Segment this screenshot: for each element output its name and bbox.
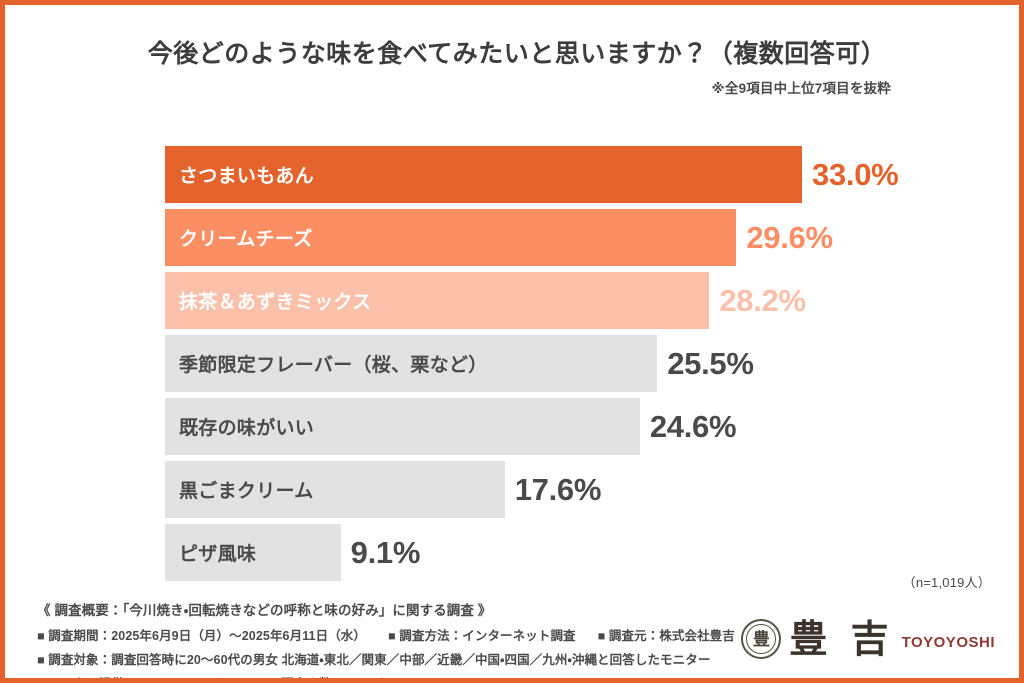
bar-row: クリームチーズ 29.6% bbox=[165, 209, 965, 266]
footer: 《 調査概要：「今川焼き・回転焼きなどの呼称と味の好み」に関する調査 》 ■ 調… bbox=[37, 599, 837, 678]
bar-row: 季節限定フレーバー（桜、栗など） 25.5% bbox=[165, 335, 965, 392]
bar-row: 抹茶＆あずきミックス 28.2% bbox=[165, 272, 965, 329]
bar-chart: さつまいもあん 33.0% クリームチーズ 29.6% 抹茶＆あずきミックス 28.2% 季… bbox=[165, 146, 965, 587]
bar-segment: クリームチーズ bbox=[165, 209, 737, 266]
bar-row: 既存の味がいい 24.6% bbox=[165, 398, 965, 455]
bar-category-label: 抹茶＆あずきミックス bbox=[179, 292, 372, 313]
bar-value-label: 24.6% bbox=[649, 408, 737, 444]
bar-segment: 抹茶＆あずきミックス bbox=[165, 272, 710, 329]
footer-monitor-provider: ■ モニター提供元：PRIZMAリサーチ bbox=[37, 677, 248, 678]
footer-method: ■ 調査方法：インターネット調査 bbox=[388, 629, 576, 643]
page-title: 今後どのような味を食べてみたいと思いますか？（複数回答可） bbox=[147, 40, 887, 68]
logo-kanji: 豊 吉 bbox=[789, 617, 894, 661]
bar-segment: 既存の味がいい bbox=[165, 398, 640, 455]
bar-category-label: 黒ごまクリーム bbox=[179, 481, 314, 502]
bar-segment: さつまいもあん bbox=[165, 146, 802, 203]
title-block: 今後どのような味を食べてみたいと思いますか？（複数回答可） bbox=[5, 39, 1019, 69]
company-logo: 豊 豊 吉 TOYOYOSHI bbox=[741, 619, 995, 659]
bar-row: 黒ごまクリーム 17.6% bbox=[165, 461, 965, 518]
bar-segment: ピザ風味 bbox=[165, 524, 341, 581]
footer-line-period: ■ 調査期間：2025年6月9日（月）〜2025年6月11日（水） ■ 調査方法：… bbox=[37, 625, 837, 644]
footer-source: ■ 調査元：株式会社豊吉 bbox=[597, 629, 735, 643]
bar-value-label: 25.5% bbox=[667, 345, 754, 381]
footer-line-provider: ■ モニター提供元：PRIZMAリサーチ ■ 調査人数：1,019人 bbox=[37, 673, 837, 678]
bar-category-label: ピザ風味 bbox=[179, 544, 257, 565]
bar-value-label: 28.2% bbox=[719, 282, 806, 318]
footer-survey-summary: 《 調査概要：「今川焼き・回転焼きなどの呼称と味の好み」に関する調査 》 bbox=[37, 603, 492, 618]
footer-line-target: ■ 調査対象：調査回答時に20〜60代の男女 北海道・東北／関東／中部／近畿／中… bbox=[37, 649, 837, 668]
seal-mark-label: 豊 bbox=[752, 629, 770, 649]
chart-subtitle: ※全9項目中上位7項目を抜粋 bbox=[711, 81, 891, 96]
footer-target: ■ 調査対象：調査回答時に20〜60代の男女 北海道・東北／関東／中部／近畿／中… bbox=[37, 653, 711, 667]
sample-size-note: （n=1,019人） bbox=[902, 575, 991, 590]
bar-value-label: 9.1% bbox=[350, 534, 421, 570]
bar-category-label: クリームチーズ bbox=[179, 229, 313, 250]
seal-icon: 豊 bbox=[741, 619, 782, 659]
bar-category-label: 既存の味がいい bbox=[179, 418, 315, 439]
bar-row: さつまいもあん 33.0% bbox=[165, 146, 965, 203]
bar-category-label: 季節限定フレーバー（桜、栗など） bbox=[179, 355, 488, 376]
bar-segment: 黒ごまクリーム bbox=[165, 461, 505, 518]
bar-value-label: 17.6% bbox=[514, 471, 602, 507]
bar-value-label: 29.6% bbox=[746, 219, 833, 255]
logo-roman-name: TOYOYOSHI bbox=[901, 633, 995, 651]
bar-category-label: さつまいもあん bbox=[179, 166, 315, 187]
bar-segment: 季節限定フレーバー（桜、栗など） bbox=[165, 335, 658, 392]
bar-row: ピザ風味 9.1% bbox=[165, 524, 965, 581]
footer-respondent-count: ■ 調査人数：1,019人 bbox=[270, 677, 389, 678]
footer-period: ■ 調査期間：2025年6月9日（月）〜2025年6月11日（水） bbox=[37, 629, 367, 643]
bar-value-label: 33.0% bbox=[812, 156, 899, 192]
